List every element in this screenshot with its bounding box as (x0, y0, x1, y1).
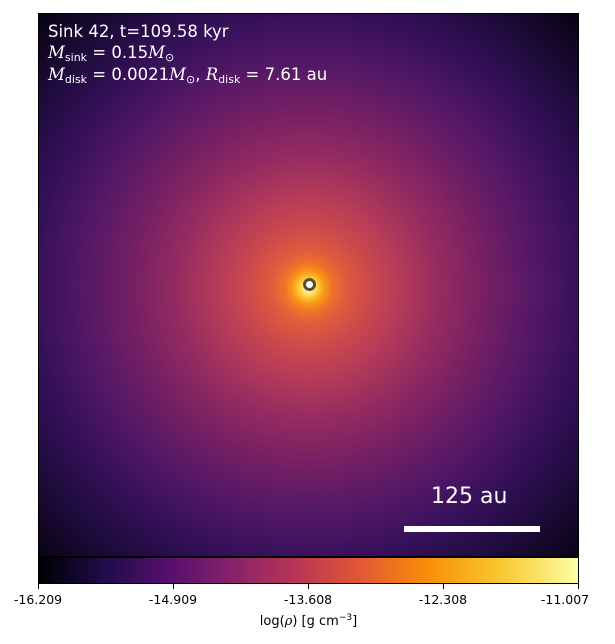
colorbar-label: log(ρ) [g cm−3] (38, 613, 579, 629)
colorbar-label-units: ) [g cm (292, 614, 339, 629)
disk-radius-subscript: disk (218, 73, 241, 86)
colorbar (38, 557, 579, 584)
colorbar-tick-label: -14.909 (148, 592, 198, 607)
scale-bar (404, 526, 540, 532)
disk-radius-value: = 7.61 au (240, 65, 328, 84)
scale-bar-label: 125 au (431, 484, 508, 509)
sink-mass-symbol: M (48, 43, 65, 62)
colorbar-tick-label: -12.308 (418, 592, 468, 607)
sink-mass-value: = 0.15 (87, 43, 149, 62)
disk-mass-unit: M (169, 65, 187, 84)
colorbar-tick-mark (308, 584, 309, 589)
colorbar-label-suffix: ] (352, 614, 358, 629)
sink-time-label: Sink 42, t=109.58 kyr (48, 22, 229, 41)
colorbar-tick-label: -16.209 (13, 592, 63, 607)
colorbar-tick-mark (173, 584, 174, 589)
colorbar-tick-mark (443, 584, 444, 589)
sink-mass-unit: M (148, 43, 166, 62)
colorbar-tick-label: -11.007 (540, 592, 590, 607)
disk-mass-subscript: disk (64, 73, 88, 86)
sink-mass-subscript: sink (64, 51, 88, 64)
sink-particle-marker (303, 278, 316, 291)
sink-mass-label: Msink = 0.15M⊙ (48, 43, 174, 68)
disk-mass-value: = 0.0021 (87, 65, 170, 84)
sink-mass-unit-sub: ⊙ (165, 51, 175, 64)
disk-mass-unit-sub: ⊙ (186, 73, 196, 86)
disk-label-separator: , (195, 65, 206, 84)
colorbar-label-rho: ρ (284, 614, 293, 629)
disk-mass-radius-label: Mdisk = 0.0021M⊙, Rdisk = 7.61 au (48, 65, 327, 90)
density-projection-image: Sink 42, t=109.58 kyr Msink = 0.15M⊙ Mdi… (38, 13, 579, 557)
disk-radius-symbol: R (205, 65, 219, 84)
colorbar-tick-mark (38, 584, 39, 589)
colorbar-tick-mark (578, 584, 579, 589)
colorbar-tick-label: -13.608 (283, 592, 333, 607)
colorbar-label-exponent: −3 (338, 613, 353, 623)
disk-mass-symbol: M (48, 65, 65, 84)
colorbar-label-prefix: log( (259, 614, 285, 629)
